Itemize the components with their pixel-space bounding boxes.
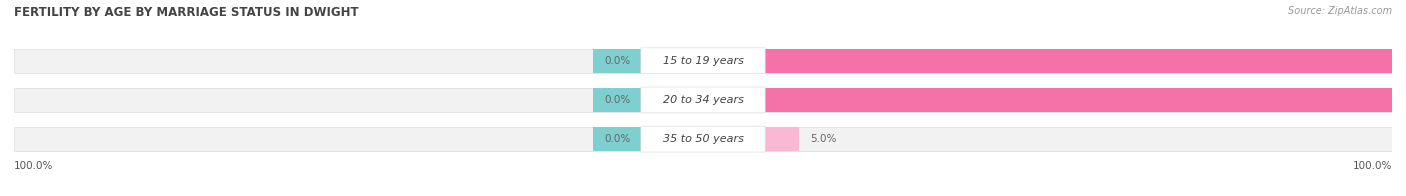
Text: 0.0%: 0.0%: [605, 56, 631, 66]
Bar: [14, 127, 1392, 151]
Bar: [14, 49, 1392, 73]
FancyBboxPatch shape: [641, 87, 765, 113]
Bar: [593, 127, 641, 151]
Text: 0.0%: 0.0%: [605, 95, 631, 105]
FancyBboxPatch shape: [641, 48, 765, 74]
Bar: [765, 88, 1406, 112]
Bar: [593, 88, 641, 112]
Text: 20 to 34 years: 20 to 34 years: [662, 95, 744, 105]
Text: 0.0%: 0.0%: [605, 134, 631, 144]
Text: 35 to 50 years: 35 to 50 years: [662, 134, 744, 144]
Text: 100.0%: 100.0%: [14, 161, 53, 171]
Text: 100.0%: 100.0%: [1353, 161, 1392, 171]
Bar: [593, 49, 641, 73]
Text: FERTILITY BY AGE BY MARRIAGE STATUS IN DWIGHT: FERTILITY BY AGE BY MARRIAGE STATUS IN D…: [14, 6, 359, 19]
Text: 15 to 19 years: 15 to 19 years: [662, 56, 744, 66]
Bar: [14, 88, 1392, 112]
Text: Source: ZipAtlas.com: Source: ZipAtlas.com: [1288, 6, 1392, 16]
FancyBboxPatch shape: [641, 126, 765, 152]
Bar: [765, 49, 1406, 73]
Bar: [765, 127, 800, 151]
Text: 5.0%: 5.0%: [810, 134, 837, 144]
